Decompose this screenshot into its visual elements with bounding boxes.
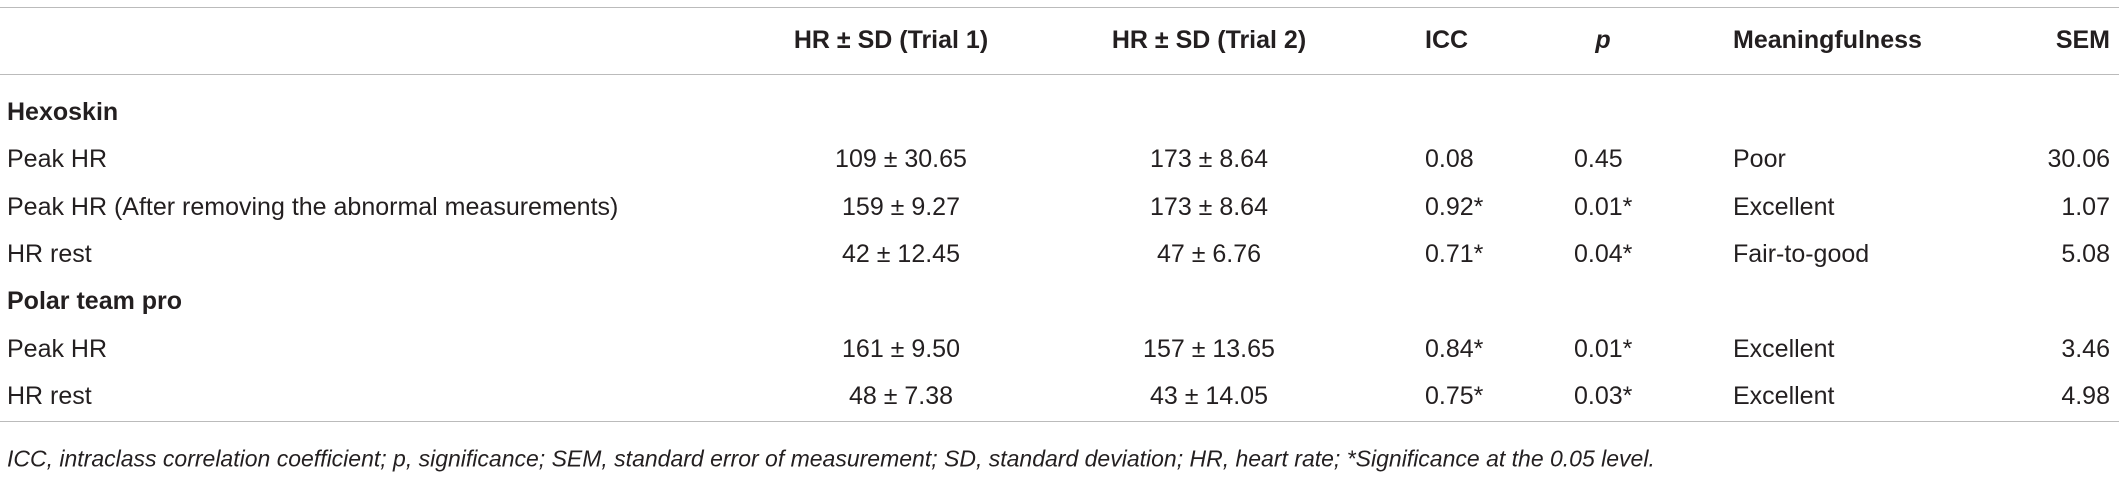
cell-value: Excellent [1733, 192, 1835, 221]
column-header: SEM [2055, 26, 2110, 54]
section-title: Polar team pro [7, 287, 183, 316]
cell-value: 0.84* [1425, 334, 1484, 363]
cell-value: 0.03* [1574, 381, 1633, 410]
column-header: HR ± SD (Trial 1) [793, 26, 989, 54]
cell-value: 47 ± 6.76 [1156, 239, 1262, 268]
bottom-rule [0, 421, 2119, 422]
column-header: HR ± SD (Trial 2) [1111, 26, 1307, 54]
cell-value: 159 ± 9.27 [842, 192, 960, 221]
cell-value: 43 ± 14.05 [1150, 381, 1268, 410]
row-label: Peak HR [7, 334, 108, 363]
cell-value: Excellent [1733, 381, 1835, 410]
cell-value: 3.46 [2061, 334, 2110, 363]
cell-value: 173 ± 8.64 [1150, 192, 1268, 221]
top-rule [0, 7, 2119, 8]
cell-value: Excellent [1733, 334, 1835, 363]
cell-value: 109 ± 30.65 [835, 145, 967, 174]
footnote: ICC, intraclass correlation coefficient;… [7, 445, 1655, 472]
cell-value: Fair-to-good [1733, 239, 1870, 268]
section-title: Hexoskin [7, 98, 119, 126]
cell-value: 161 ± 9.50 [842, 334, 960, 363]
cell-value: 0.71* [1425, 239, 1484, 268]
row-label: HR rest [7, 239, 92, 268]
cell-value: Poor [1733, 145, 1786, 174]
header-rule [0, 74, 2119, 75]
cell-value: 0.75* [1425, 381, 1484, 410]
row-label: HR rest [7, 381, 92, 410]
cell-value: 0.01* [1574, 192, 1633, 221]
cell-value: 1.07 [2061, 192, 2110, 221]
column-header: p [1595, 26, 1611, 54]
cell-value: 30.06 [2047, 145, 2110, 174]
row-label: Peak HR (After removing the abnormal mea… [7, 192, 619, 221]
cell-value: 157 ± 13.65 [1143, 334, 1275, 363]
cell-value: 0.45 [1574, 145, 1623, 174]
cell-value: 5.08 [2061, 239, 2110, 268]
column-header: ICC [1425, 26, 1469, 54]
row-label: Peak HR [7, 145, 108, 174]
cell-value: 0.01* [1574, 334, 1633, 363]
cell-value: 0.04* [1574, 239, 1633, 268]
column-header: Meaningfulness [1733, 26, 1922, 54]
cell-value: 0.92* [1425, 192, 1484, 221]
cell-value: 48 ± 7.38 [848, 381, 954, 410]
cell-value: 4.98 [2061, 381, 2110, 410]
cell-value: 173 ± 8.64 [1150, 145, 1268, 174]
cell-value: 0.08 [1425, 145, 1474, 174]
cell-value: 42 ± 12.45 [842, 239, 960, 268]
